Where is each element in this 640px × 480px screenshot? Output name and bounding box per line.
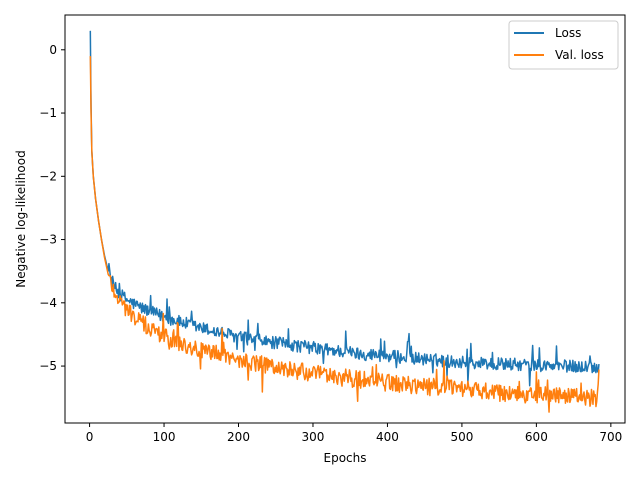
x-axis-ticks: 0 100 200 300 400 500 600 700 [86, 423, 622, 444]
x-tick-label: 0 [86, 430, 94, 444]
y-tick-label: −1 [39, 106, 57, 120]
x-tick-label: 100 [153, 430, 176, 444]
x-tick-label: 600 [525, 430, 548, 444]
legend-label-loss: Loss [555, 26, 581, 40]
x-tick-label: 700 [599, 430, 622, 444]
x-tick-label: 300 [302, 430, 325, 444]
series-line-loss [89, 30, 600, 387]
x-tick-label: 200 [227, 430, 250, 444]
series-line-val-loss [89, 56, 600, 413]
y-tick-label: 0 [49, 43, 57, 57]
y-tick-label: −2 [39, 169, 57, 183]
y-tick-label: −4 [39, 296, 57, 310]
plot-area [64, 14, 626, 424]
y-axis-label: Negative log-likelihood [14, 150, 28, 287]
legend: Loss Val. loss [508, 20, 619, 70]
series-layer [89, 30, 600, 413]
x-tick-label: 500 [450, 430, 473, 444]
x-axis-label: Epochs [324, 451, 367, 465]
axes-background [65, 15, 625, 423]
legend-label-val-loss: Val. loss [555, 48, 604, 62]
axes-frame [64, 14, 626, 424]
y-axis-ticks: 0 −1 −2 −3 −4 −5 [39, 43, 65, 373]
y-tick-label: −5 [39, 359, 57, 373]
x-tick-label: 400 [376, 430, 399, 444]
y-tick-label: −3 [39, 233, 57, 247]
